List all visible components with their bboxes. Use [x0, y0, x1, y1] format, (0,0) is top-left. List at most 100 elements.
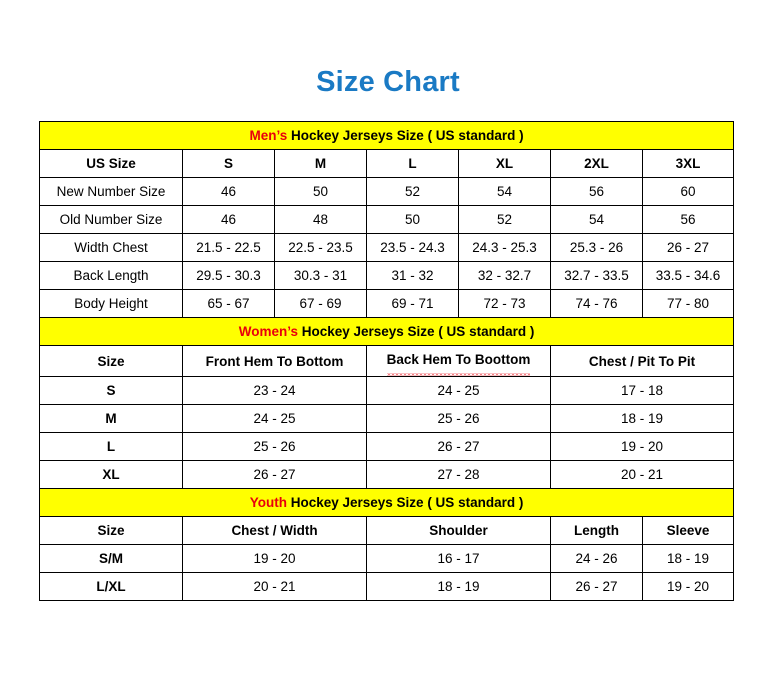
banner-accent-text: Youth	[249, 495, 287, 510]
data-cell: 17 - 18	[549, 376, 735, 405]
column-header: XL	[458, 149, 551, 178]
banner-rest-text: Hockey Jerseys Size ( US standard )	[297, 324, 535, 339]
table-row: L/XL 20 - 21 18 - 19 26 - 27 19 - 20	[39, 572, 735, 601]
column-header: Sleeve	[641, 516, 735, 545]
section-banner-youth: Youth Hockey Jerseys Size ( US standard …	[38, 488, 735, 517]
row-label: XL	[39, 460, 183, 489]
data-cell: 52	[366, 177, 459, 206]
row-label: Body Height	[39, 289, 183, 318]
data-cell: 30.3 - 31	[274, 261, 367, 290]
row-label: L	[39, 432, 183, 461]
column-header: Back Hem To Boottom	[366, 345, 551, 377]
column-header: M	[274, 149, 367, 178]
data-cell: 69 - 71	[366, 289, 459, 318]
section-banner-row: Women’s Hockey Jerseys Size ( US standar…	[38, 317, 735, 346]
data-cell: 26 - 27	[550, 572, 643, 601]
data-cell: 16 - 17	[366, 544, 551, 573]
column-header: L	[366, 149, 459, 178]
table-row: Width Chest 21.5 - 22.5 22.5 - 23.5 23.5 - …	[39, 233, 735, 262]
data-cell: 23.5 - 24.3	[366, 233, 459, 262]
data-cell: 24 - 26	[550, 544, 643, 573]
column-header: Size	[39, 516, 183, 545]
data-cell: 32 - 32.7	[458, 261, 551, 290]
table-row: S 23 - 24 24 - 25 17 - 18	[39, 376, 735, 405]
column-header: Size	[39, 345, 183, 377]
column-header: Chest / Pit To Pit	[549, 345, 735, 377]
data-cell: 21.5 - 22.5	[182, 233, 275, 262]
data-cell: 18 - 19	[549, 404, 735, 433]
data-cell: 31 - 32	[366, 261, 459, 290]
data-cell: 54	[550, 205, 643, 234]
row-label: L/XL	[39, 572, 183, 601]
data-cell: 32.7 - 33.5	[550, 261, 643, 290]
data-cell: 33.5 - 34.6	[641, 261, 735, 290]
data-cell: 26 - 27	[641, 233, 735, 262]
data-cell: 60	[641, 177, 735, 206]
data-cell: 20 - 21	[549, 460, 735, 489]
banner-rest-text: Hockey Jerseys Size ( US standard )	[287, 128, 524, 143]
column-header: 2XL	[550, 149, 643, 178]
misspelled-header-text: Back Hem To Boottom	[386, 346, 531, 376]
column-header: Shoulder	[366, 516, 551, 545]
table-row: M 24 - 25 25 - 26 18 - 19	[39, 404, 735, 433]
column-header: Length	[550, 516, 643, 545]
column-header: Front Hem To Bottom	[182, 345, 367, 377]
data-cell: 23 - 24	[182, 376, 367, 405]
size-chart-body: Men’s Hockey Jerseys Size ( US standard …	[38, 121, 735, 601]
column-header: 3XL	[641, 149, 735, 178]
data-cell: 67 - 69	[274, 289, 367, 318]
data-cell: 22.5 - 23.5	[274, 233, 367, 262]
banner-accent-text: Women’s	[238, 324, 298, 339]
section-banner-row: Men’s Hockey Jerseys Size ( US standard …	[38, 121, 735, 150]
column-header-row: US Size S M L XL 2XL 3XL	[39, 149, 735, 178]
data-cell: 56	[550, 177, 643, 206]
data-cell: 46	[182, 177, 275, 206]
banner-accent-text: Men’s	[249, 128, 288, 143]
data-cell: 26 - 27	[366, 432, 551, 461]
data-cell: 24 - 25	[366, 376, 551, 405]
data-cell: 19 - 20	[182, 544, 367, 573]
data-cell: 27 - 28	[366, 460, 551, 489]
data-cell: 74 - 76	[550, 289, 643, 318]
row-label: Old Number Size	[39, 205, 183, 234]
data-cell: 25 - 26	[366, 404, 551, 433]
row-label: S	[39, 376, 183, 405]
table-row: Old Number Size 46 48 50 52 54 56	[39, 205, 735, 234]
banner-rest-text: Hockey Jerseys Size ( US standard )	[286, 495, 524, 510]
data-cell: 19 - 20	[641, 572, 735, 601]
data-cell: 54	[458, 177, 551, 206]
table-row: Body Height 65 - 67 67 - 69 69 - 71 72 - 73 7…	[39, 289, 735, 318]
column-header-row: Size Front Hem To Bottom Back Hem To Boott…	[39, 345, 735, 377]
data-cell: 48	[274, 205, 367, 234]
data-cell: 52	[458, 205, 551, 234]
column-header: Chest / Width	[182, 516, 367, 545]
data-cell: 50	[366, 205, 459, 234]
data-cell: 19 - 20	[549, 432, 735, 461]
column-header: S	[182, 149, 275, 178]
row-label: Width Chest	[39, 233, 183, 262]
row-label: S/M	[39, 544, 183, 573]
section-banner-row: Youth Hockey Jerseys Size ( US standard …	[38, 488, 735, 517]
data-cell: 77 - 80	[641, 289, 735, 318]
data-cell: 24.3 - 25.3	[458, 233, 551, 262]
data-cell: 25 - 26	[182, 432, 367, 461]
row-label: New Number Size	[39, 177, 183, 206]
data-cell: 65 - 67	[182, 289, 275, 318]
data-cell: 50	[274, 177, 367, 206]
data-cell: 72 - 73	[458, 289, 551, 318]
table-row: Back Length 29.5 - 30.3 30.3 - 31 31 - 32 32…	[39, 261, 735, 290]
data-cell: 25.3 - 26	[550, 233, 643, 262]
section-banner-mens: Men’s Hockey Jerseys Size ( US standard …	[38, 121, 735, 150]
data-cell: 18 - 19	[641, 544, 735, 573]
table-row: L 25 - 26 26 - 27 19 - 20	[39, 432, 735, 461]
table-row: New Number Size 46 50 52 54 56 60	[39, 177, 735, 206]
data-cell: 18 - 19	[366, 572, 551, 601]
row-label: M	[39, 404, 183, 433]
row-label: Back Length	[39, 261, 183, 290]
column-header-row: Size Chest / Width Shoulder Length Sleeve	[39, 516, 735, 545]
data-cell: 20 - 21	[182, 572, 367, 601]
table-row: XL 26 - 27 27 - 28 20 - 21	[39, 460, 735, 489]
section-banner-womens: Women’s Hockey Jerseys Size ( US standar…	[38, 317, 735, 346]
data-cell: 24 - 25	[182, 404, 367, 433]
